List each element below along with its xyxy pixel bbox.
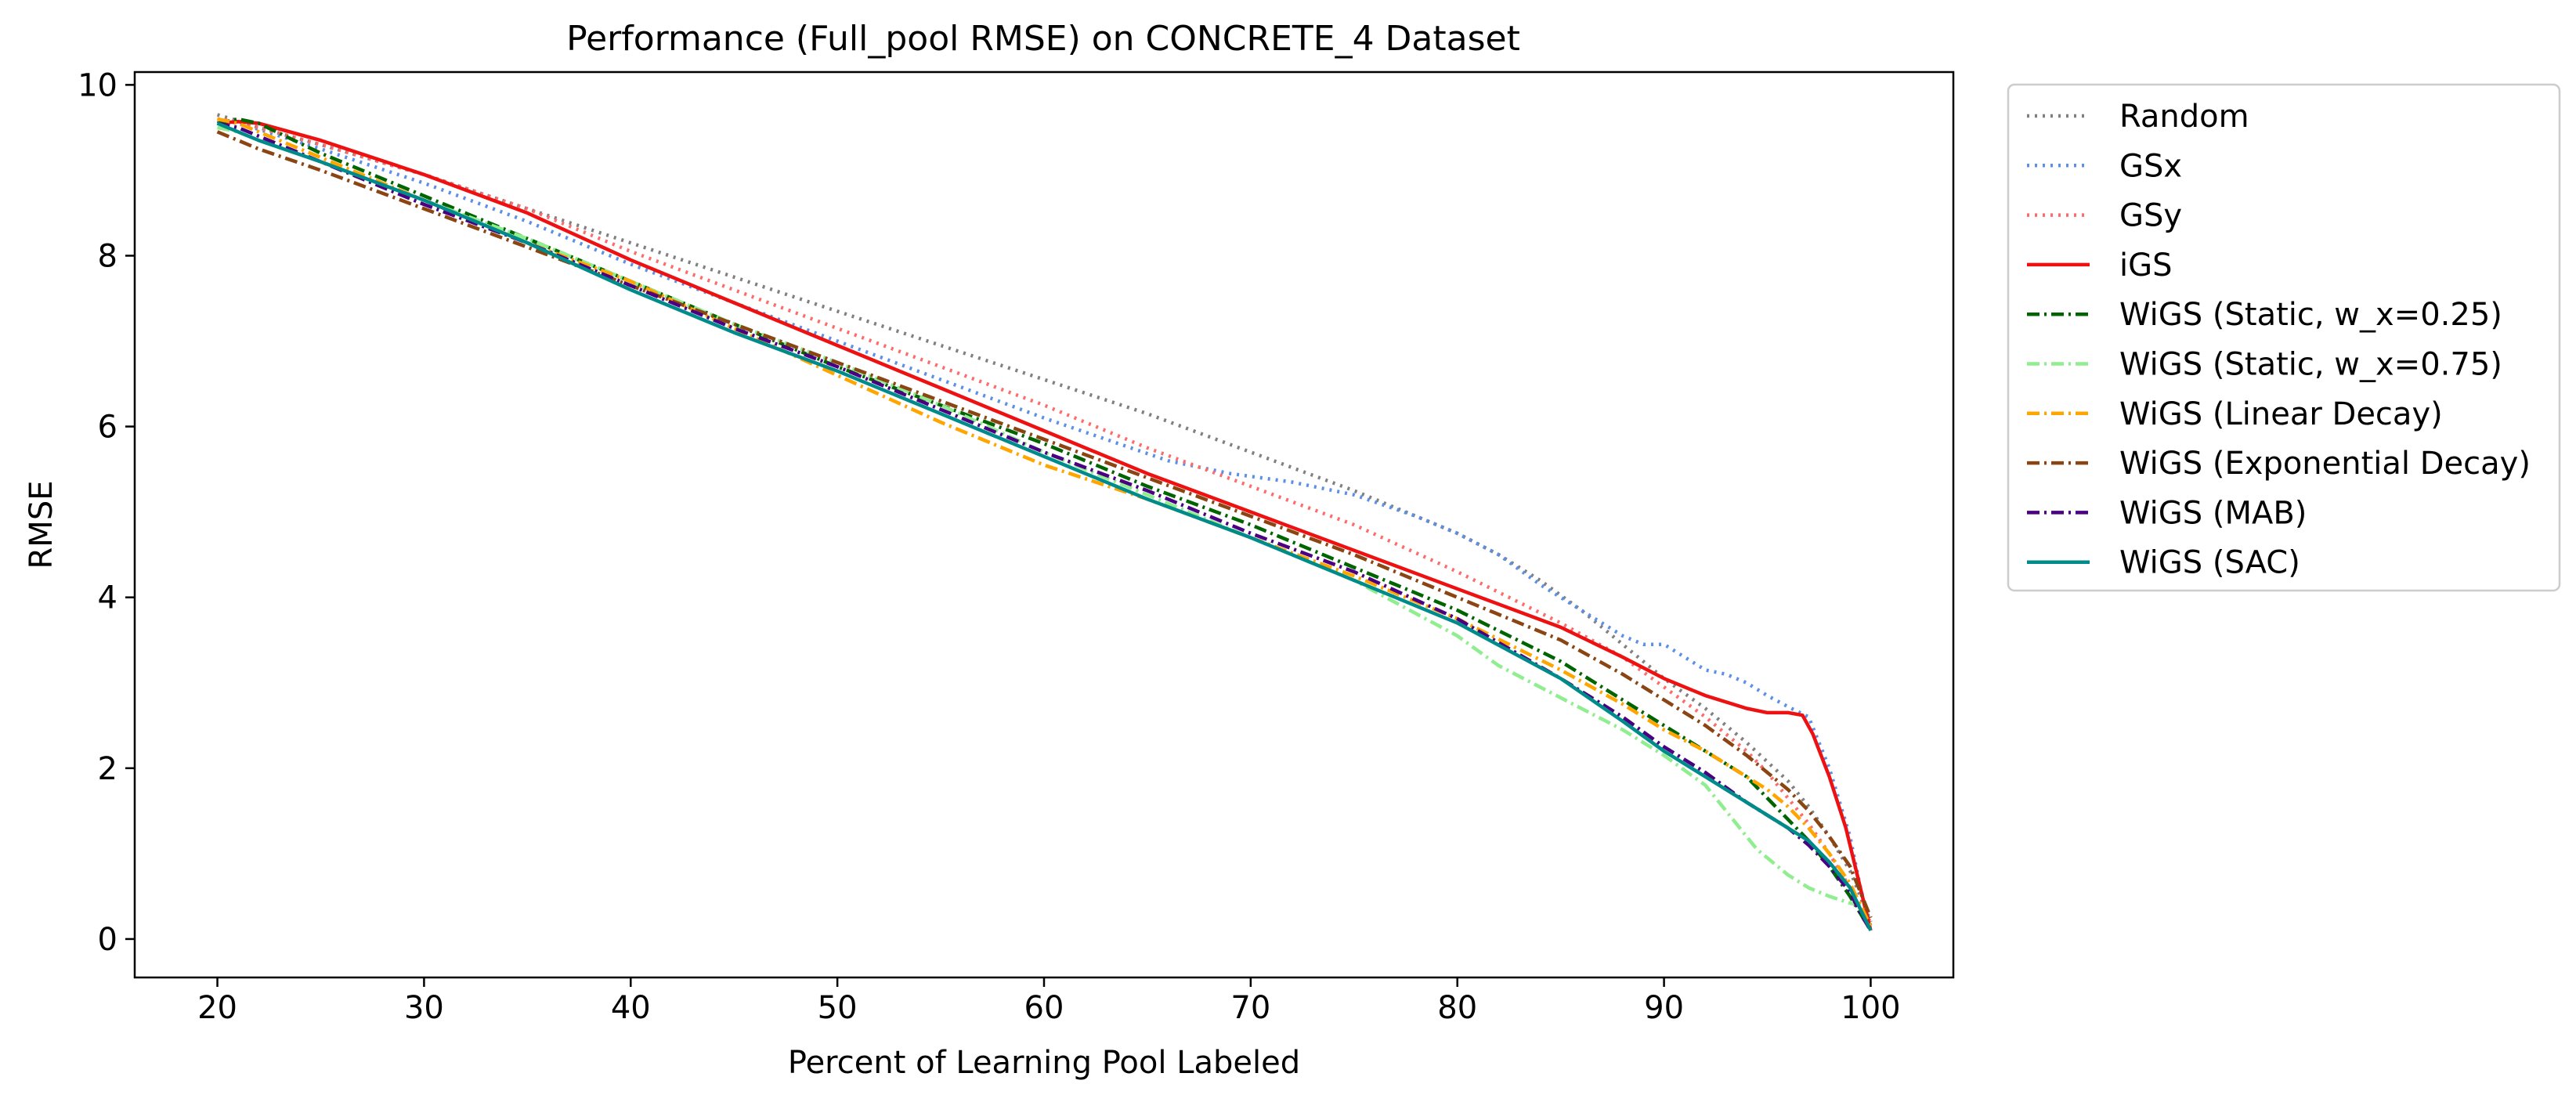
legend-box: [2007, 83, 2561, 592]
y-tick-label: 4: [98, 580, 117, 616]
x-tick-label: 80: [1437, 990, 1477, 1026]
legend-label-3: iGS: [2119, 247, 2173, 284]
x-axis: 20 30 40 50 60 70 80 90 100: [197, 977, 1901, 1026]
chart-title: Performance (Full_pool RMSE) on CONCRETE…: [566, 19, 1520, 59]
legend-label-7: WiGS (Exponential Decay): [2119, 446, 2531, 482]
y-tick-label: 10: [78, 67, 117, 103]
series-line-6: [217, 117, 1873, 927]
legend-label-9: WiGS (SAC): [2119, 545, 2300, 581]
legend-label-5: WiGS (Static, w_x=0.75): [2119, 347, 2502, 383]
legend-label-8: WiGS (MAB): [2119, 495, 2307, 531]
y-tick-label: 6: [98, 410, 117, 446]
x-axis-label: Percent of Learning Pool Labeled: [788, 1045, 1300, 1081]
series-line-8: [217, 121, 1873, 932]
series-line-2: [217, 117, 1873, 923]
series-line-3: [217, 120, 1873, 931]
legend-label-2: GSy: [2119, 198, 2182, 234]
x-tick-label: 90: [1644, 990, 1684, 1026]
legend-label-4: WiGS (Static, w_x=0.25): [2119, 297, 2502, 333]
series-line-0: [216, 113, 1873, 923]
legend: Random GSx GSy iGS WiGS (Static, w_x=0.25) Wi…: [2007, 83, 2561, 592]
x-tick-label: 60: [1024, 990, 1064, 1026]
series-line-4: [217, 117, 1873, 932]
legend-label-0: Random: [2119, 99, 2249, 135]
x-tick-label: 40: [611, 990, 651, 1026]
y-tick-label: 2: [98, 751, 117, 787]
x-tick-label: 50: [818, 990, 858, 1026]
x-tick-label: 20: [197, 990, 237, 1026]
series-layer: [216, 113, 1873, 932]
y-axis-label: RMSE: [23, 481, 60, 569]
plot-frame: [133, 70, 1955, 979]
series-line-7: [216, 130, 1873, 919]
y-axis: 0 2 4 6 8 10: [78, 67, 135, 958]
x-tick-label: 100: [1841, 990, 1900, 1026]
legend-label-1: GSx: [2119, 148, 2182, 184]
legend-label-6: WiGS (Linear Decay): [2119, 396, 2443, 432]
x-tick-label: 70: [1230, 990, 1270, 1026]
y-tick-label: 0: [98, 922, 117, 958]
series-line-9: [216, 121, 1873, 931]
series-line-1: [217, 117, 1873, 927]
y-tick-label: 8: [98, 238, 117, 274]
x-tick-label: 30: [404, 990, 444, 1026]
series-line-5: [217, 125, 1872, 911]
